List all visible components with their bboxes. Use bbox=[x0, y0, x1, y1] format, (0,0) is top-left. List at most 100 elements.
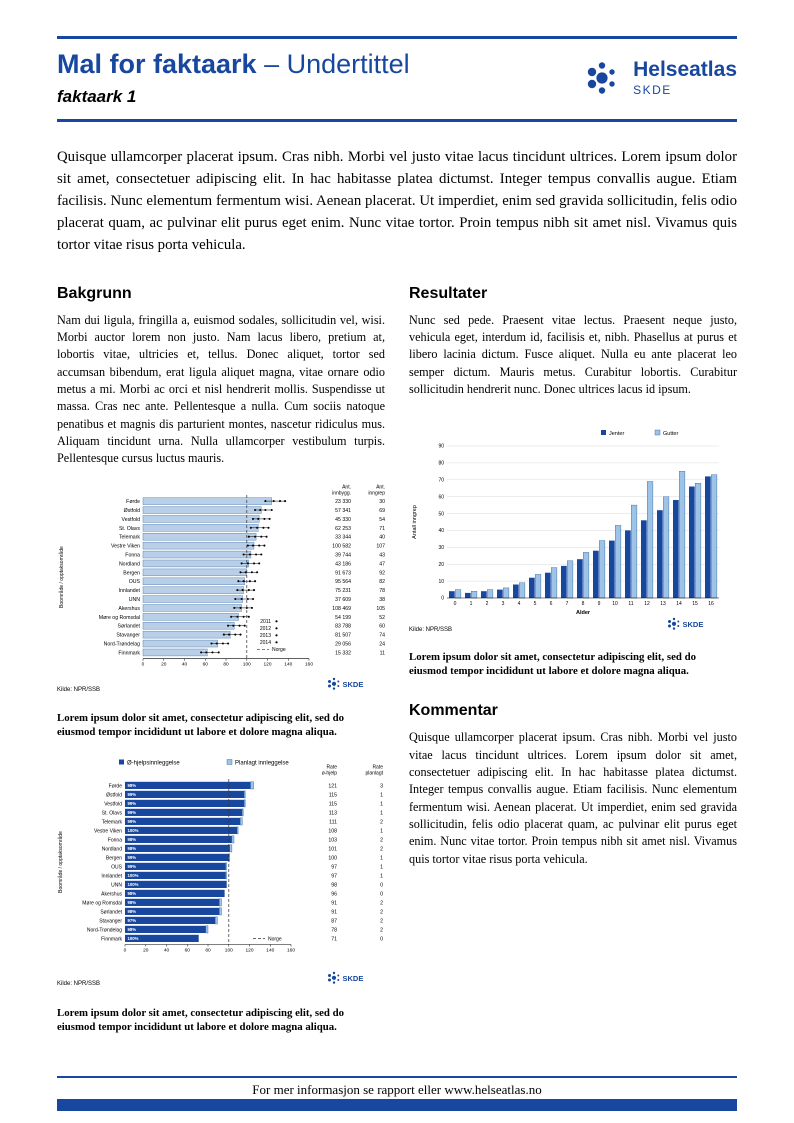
ohjelp-bar bbox=[125, 817, 241, 825]
area-label: Finnmark bbox=[101, 936, 122, 942]
rate-bar bbox=[142, 514, 260, 523]
skde-logo-dot bbox=[677, 620, 680, 623]
ohjelp-bar bbox=[125, 907, 220, 915]
chart-procedures-by-age-gender: 0 10 20 30 40 50 60 70 80 90 Jenter Gutter 0 1 2 3 4 5 6 7 8… bbox=[409, 428, 737, 640]
year-point bbox=[233, 606, 236, 609]
year-point bbox=[242, 553, 245, 556]
skde-logo-dot bbox=[331, 975, 337, 980]
y-tick-label: 10 bbox=[438, 579, 444, 585]
year-point bbox=[239, 606, 242, 609]
two-column-layout: Bakgrunn Nam dui ligula, fringilla a, eu… bbox=[57, 285, 737, 1034]
rate-planlagt-value: 1 bbox=[380, 864, 383, 870]
rate-ohjelp-value: 91 bbox=[331, 909, 337, 915]
year-point bbox=[242, 579, 245, 582]
legend-label-jenter: Jenter bbox=[609, 431, 624, 437]
right-column: Resultater Nunc sed pede. Praesent vitae… bbox=[409, 285, 737, 1034]
year-point bbox=[278, 499, 282, 502]
legend-label-planlagt: Planlagt innleggelse bbox=[235, 760, 289, 766]
bar-gutter bbox=[598, 540, 606, 599]
col-header-ohjelp: ø-hjelp bbox=[322, 770, 338, 776]
x-tick-label: 80 bbox=[205, 947, 211, 953]
year-point bbox=[238, 624, 241, 627]
skde-logo-dot bbox=[672, 618, 676, 621]
helseatlas-dots-icon bbox=[587, 62, 615, 94]
rate-ohjelp-value: 78 bbox=[331, 927, 337, 933]
rate-planlagt-value: 2 bbox=[380, 918, 383, 924]
innbygg-value: 100 582 bbox=[332, 543, 351, 549]
footer-bottom-bar bbox=[57, 1099, 737, 1111]
skde-logo-dot bbox=[337, 978, 340, 981]
y-tick-label: 0 bbox=[441, 596, 444, 602]
year-point bbox=[240, 561, 243, 565]
bar-gutter bbox=[455, 589, 462, 599]
year-point bbox=[258, 544, 261, 547]
rate-ohjelp-value: 71 bbox=[331, 936, 337, 942]
inngrep-value: 43 bbox=[379, 552, 385, 558]
legend-swatch-jenter bbox=[601, 430, 606, 436]
legend-year-marker bbox=[275, 619, 278, 622]
year-point bbox=[221, 642, 224, 645]
year-point bbox=[230, 615, 233, 618]
planlagt-bar bbox=[250, 781, 254, 789]
pct-label: 100% bbox=[128, 882, 139, 887]
rate-bar bbox=[142, 639, 218, 647]
rate-bar bbox=[142, 505, 262, 514]
inngrep-value: 24 bbox=[379, 641, 385, 647]
x-tick-label: 80 bbox=[223, 661, 229, 667]
innbygg-value: 62 253 bbox=[335, 525, 351, 531]
rate-bar bbox=[142, 612, 239, 621]
year-point bbox=[254, 579, 257, 582]
rate-ohjelp-value: 103 bbox=[328, 837, 337, 843]
section-heading-kommentar: Kommentar bbox=[409, 702, 498, 720]
rate-planlagt-value: 0 bbox=[380, 936, 383, 942]
area-label: Østfold bbox=[106, 792, 122, 798]
planlagt-bar bbox=[244, 790, 246, 798]
chart1-svg: Boområde / opptaksområdeAnt.innbygg.Ant.… bbox=[57, 484, 385, 693]
area-label: Nord-Trøndelag bbox=[87, 927, 122, 933]
bar-gutter bbox=[630, 505, 638, 599]
planlagt-bar bbox=[225, 862, 227, 870]
bar-gutter bbox=[582, 552, 590, 599]
year-point bbox=[228, 633, 231, 636]
x-tick-label: 10 bbox=[612, 601, 618, 607]
year-point bbox=[227, 642, 230, 645]
innbygg-value: 39 744 bbox=[335, 552, 351, 558]
bar-jenter bbox=[513, 584, 519, 599]
year-point bbox=[244, 570, 247, 573]
rate-ohjelp-value: 96 bbox=[331, 891, 337, 897]
innbygg-value: 15 332 bbox=[335, 650, 351, 656]
rate-planlagt-value: 1 bbox=[380, 855, 383, 861]
rate-ohjelp-value: 113 bbox=[329, 810, 337, 816]
bar-gutter bbox=[486, 589, 494, 599]
ohjelp-bar bbox=[125, 853, 229, 861]
year-point bbox=[200, 650, 203, 654]
area-label: Vestfold bbox=[122, 516, 141, 522]
chart2-caption: Lorem ipsum dolor sit amet, consectetur … bbox=[57, 1006, 345, 1033]
source-label: Kilde: NPR/SSB bbox=[57, 981, 100, 987]
ohjelp-bar bbox=[125, 781, 251, 789]
year-point bbox=[257, 517, 260, 520]
col-header-inngrep: Ant. bbox=[376, 484, 385, 490]
ohjelp-bar bbox=[125, 889, 225, 897]
rate-bar bbox=[142, 532, 257, 541]
rate-bar bbox=[142, 523, 259, 532]
x-tick-label: 9 bbox=[598, 601, 601, 607]
y-tick-label: 40 bbox=[438, 528, 444, 534]
x-tick-label: 0 bbox=[142, 661, 145, 667]
x-tick-label: 140 bbox=[266, 947, 274, 953]
chart-rate-per-area: Boområde / opptaksområde Ant. innbygg. Ant.… bbox=[57, 482, 385, 701]
planlagt-bar bbox=[241, 808, 244, 816]
skde-logo-dot bbox=[677, 625, 680, 628]
inngrep-value: 38 bbox=[379, 597, 385, 603]
pct-label: 97% bbox=[128, 918, 137, 923]
source-label: Kilde: NPR/SSB bbox=[409, 627, 452, 633]
area-label: Vestfold bbox=[104, 801, 122, 807]
col-header-inngrep: inngrep bbox=[368, 490, 385, 496]
year-point bbox=[247, 615, 250, 618]
footer-text: For mer informasjon se rapport eller www… bbox=[252, 1082, 542, 1097]
legend-year-label: 2014 bbox=[260, 640, 271, 646]
bar-jenter bbox=[625, 530, 631, 599]
header-top-rule bbox=[57, 36, 737, 39]
y-axis-label: Antall inngrep bbox=[412, 505, 418, 539]
rate-bar bbox=[142, 559, 250, 567]
